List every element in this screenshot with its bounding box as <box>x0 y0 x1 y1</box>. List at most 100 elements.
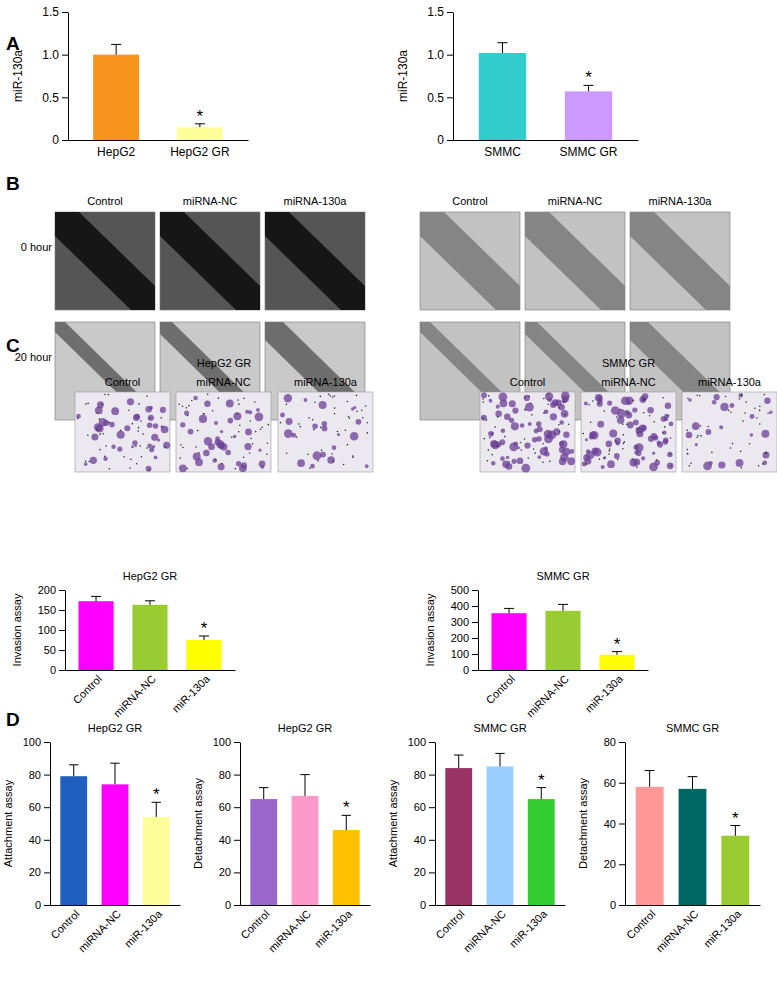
tick: 0 <box>437 133 453 147</box>
membrane-pore <box>756 417 758 419</box>
tick-mark <box>59 610 65 611</box>
micrograph <box>160 212 260 310</box>
error-cap <box>688 776 698 777</box>
tick: 60 <box>414 801 435 813</box>
micrograph <box>55 212 155 310</box>
stained-cell <box>133 414 140 421</box>
bar-chart: 00.51.01.5SMMCSMMC GRmiR-130a* <box>396 5 639 158</box>
axis-line <box>240 743 241 906</box>
tick-label: 40 <box>219 834 231 846</box>
bar <box>487 766 514 905</box>
bar <box>60 776 87 905</box>
tick-label: Control <box>238 908 272 942</box>
tick: miR-130a <box>170 670 213 715</box>
chart-title: HepG2 GR <box>88 722 142 734</box>
stained-cell <box>562 398 567 403</box>
tick: miRNA-NC <box>76 905 123 954</box>
tick: HepG2 GR <box>170 140 230 159</box>
significance-mark: * <box>614 635 621 654</box>
membrane-pore <box>366 422 368 424</box>
membrane-pore <box>599 458 601 460</box>
axis-line <box>436 905 566 906</box>
tick: 150 <box>38 604 65 616</box>
membrane-pore <box>142 433 144 435</box>
tick-label: SMMC GR <box>560 145 618 159</box>
stained-cell <box>547 397 552 402</box>
tick: 200 <box>451 632 478 644</box>
membrane-pore <box>700 425 702 427</box>
membrane-pore <box>352 457 354 459</box>
tick-label: 80 <box>219 769 231 781</box>
membrane-pore <box>130 459 132 461</box>
tick: 1.5 <box>42 5 68 19</box>
stained-cell <box>719 425 723 429</box>
tick: Control <box>483 670 517 706</box>
tick-label: 0.5 <box>42 91 59 105</box>
stained-cell <box>184 411 189 416</box>
stained-cell <box>491 461 495 465</box>
membrane-pore <box>563 402 565 404</box>
significance-mark: * <box>585 68 592 87</box>
stained-cell <box>220 430 223 433</box>
membrane-pore <box>202 413 204 415</box>
micrograph <box>265 212 365 310</box>
membrane-pore <box>254 401 256 403</box>
tick-label: miRNA-NC <box>461 908 508 955</box>
tick-mark <box>619 864 625 865</box>
stained-cell <box>709 461 713 465</box>
tick-mark <box>447 12 453 13</box>
membrane-pore <box>260 428 262 430</box>
bar <box>333 830 360 905</box>
membrane-pore <box>559 431 561 433</box>
tick-label: 0 <box>225 899 231 911</box>
membrane-pore <box>85 461 87 463</box>
tick: 0.5 <box>42 91 68 105</box>
stained-cell <box>297 459 305 467</box>
micrograph <box>480 392 575 473</box>
tick-mark <box>447 97 453 98</box>
stained-cell <box>665 403 671 409</box>
tick-label: 1.5 <box>42 5 59 19</box>
membrane-pore <box>582 433 584 435</box>
membrane-pore <box>101 404 103 406</box>
bar-chart: 0100200300400500ControlmiRNA-NCmiR-130aI… <box>424 570 649 719</box>
stained-cell <box>559 440 567 448</box>
tick: miR-130a <box>507 905 550 950</box>
stained-cell <box>585 438 588 441</box>
marks <box>78 596 221 670</box>
stained-cell <box>528 422 532 426</box>
stained-cell <box>204 437 212 445</box>
tick: 0 <box>52 133 68 147</box>
stained-cell <box>762 451 769 458</box>
tick-label: 60 <box>29 801 41 813</box>
stained-cell <box>607 460 615 468</box>
tick: HepG2 <box>97 140 135 159</box>
tick: 40 <box>604 818 625 830</box>
stained-cell <box>513 441 518 446</box>
membrane-pore <box>140 420 142 422</box>
column-label: miRNA-130a <box>284 195 348 207</box>
stained-cell <box>669 422 674 427</box>
column-label: miRNA-NC <box>183 195 237 207</box>
tick-label: miRNA-NC <box>653 908 700 955</box>
membrane-pore <box>744 412 746 414</box>
tick-mark <box>62 97 68 98</box>
stained-cell <box>504 414 511 421</box>
tick: miRNA-NC <box>111 670 158 719</box>
stained-cell <box>160 407 166 413</box>
error-cap <box>259 787 268 788</box>
axis-line <box>625 743 626 906</box>
stained-cell <box>561 410 569 418</box>
stained-cell <box>540 447 548 455</box>
x-axis: SMMCSMMC GR <box>454 140 639 159</box>
membrane-pore <box>188 405 190 407</box>
membrane-pore <box>732 443 734 445</box>
membrane-pore <box>87 434 89 436</box>
membrane-pore <box>137 430 139 432</box>
tick-label: 1.5 <box>427 5 444 19</box>
stained-cell <box>667 462 674 469</box>
tick-label: 0 <box>35 899 41 911</box>
membrane-pore <box>148 469 150 471</box>
scratch-gap <box>525 212 625 310</box>
tick: 50 <box>44 644 65 656</box>
